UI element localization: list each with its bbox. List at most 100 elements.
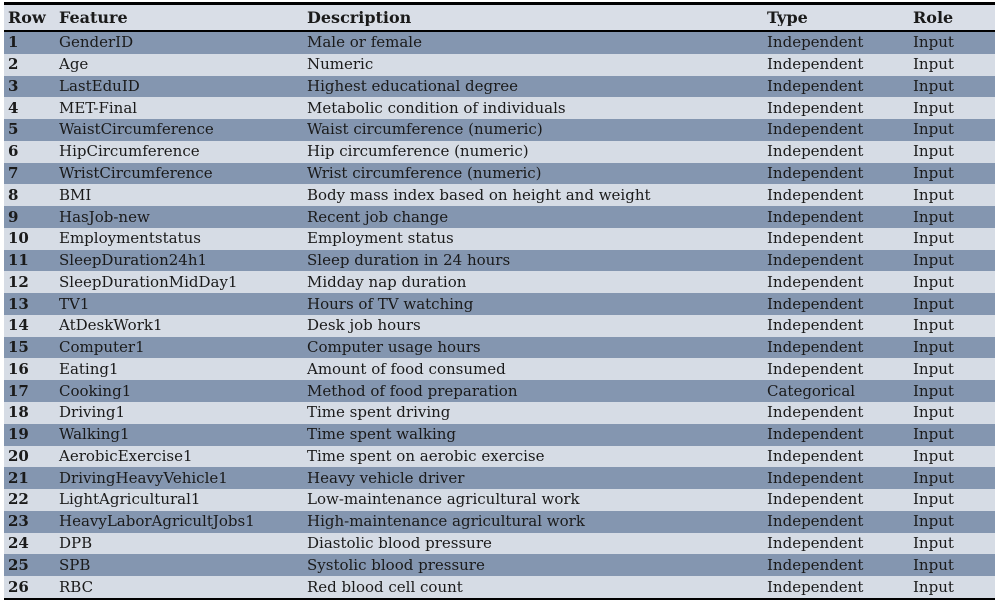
- cell-description: Amount of food consumed: [307, 361, 506, 377]
- cell-description: Systolic blood pressure: [307, 557, 485, 573]
- table-row: 26 RBC Red blood cell count Independent …: [4, 576, 995, 598]
- cell-row-number: 11: [8, 253, 29, 269]
- cell-type: Independent: [767, 296, 864, 312]
- cell-role: Input: [913, 557, 954, 573]
- cell-feature: Cooking1: [59, 383, 132, 399]
- cell-description: High-maintenance agricultural work: [307, 514, 585, 530]
- cell-row-number: 19: [8, 427, 29, 443]
- cell-role: Input: [913, 514, 954, 530]
- cell-role: Input: [913, 296, 954, 312]
- cell-type: Independent: [767, 122, 864, 138]
- cell-description: Waist circumference (numeric): [307, 122, 543, 138]
- cell-row-number: 22: [8, 492, 29, 508]
- header-type: Type: [767, 9, 808, 26]
- cell-type: Independent: [767, 209, 864, 225]
- cell-type: Independent: [767, 100, 864, 116]
- cell-feature: AtDeskWork1: [59, 318, 163, 334]
- cell-feature: MET-Final: [59, 100, 138, 116]
- cell-role: Input: [913, 57, 954, 73]
- cell-role: Input: [913, 383, 954, 399]
- cell-description: Wrist circumference (numeric): [307, 165, 542, 181]
- cell-feature: HasJob-new: [59, 209, 150, 225]
- cell-type: Independent: [767, 340, 864, 356]
- table-row: 12 SleepDurationMidDay1 Midday nap durat…: [4, 271, 995, 294]
- cell-role: Input: [913, 361, 954, 377]
- cell-type: Independent: [767, 35, 864, 51]
- table-row: 9 HasJob-new Recent job change Independe…: [4, 206, 995, 228]
- cell-feature: Driving1: [59, 405, 126, 421]
- cell-row-number: 26: [8, 579, 29, 595]
- cell-type: Independent: [767, 448, 864, 464]
- cell-description: Sleep duration in 24 hours: [307, 253, 511, 269]
- cell-role: Input: [913, 209, 954, 225]
- cell-role: Input: [913, 448, 954, 464]
- cell-feature: SPB: [59, 557, 91, 573]
- header-role: Role: [913, 9, 954, 26]
- cell-feature: LastEduID: [59, 78, 140, 94]
- table-row: 15 Computer1 Computer usage hours Indepe…: [4, 336, 995, 359]
- cell-row-number: 2: [8, 57, 19, 73]
- cell-feature: Walking1: [59, 427, 130, 443]
- cell-description: Computer usage hours: [307, 340, 481, 356]
- features-table: Row Feature Description Type Role 1 Gend…: [4, 2, 995, 600]
- cell-row-number: 15: [8, 340, 29, 356]
- cell-description: Time spent on aerobic exercise: [307, 448, 545, 464]
- cell-feature: Employmentstatus: [59, 231, 201, 247]
- table-row: 11 SleepDuration24h1 Sleep duration in 2…: [4, 249, 995, 272]
- cell-type: Independent: [767, 470, 864, 486]
- cell-type: Independent: [767, 144, 864, 160]
- header-description: Description: [307, 9, 412, 26]
- cell-type: Categorical: [767, 383, 856, 399]
- cell-description: Heavy vehicle driver: [307, 470, 465, 486]
- cell-description: Metabolic condition of individuals: [307, 100, 566, 116]
- table-row: 6 HipCircumference Hip circumference (nu…: [4, 140, 995, 163]
- cell-role: Input: [913, 100, 954, 116]
- cell-row-number: 8: [8, 187, 19, 203]
- cell-row-number: 13: [8, 296, 29, 312]
- cell-feature: HeavyLaborAgricultJobs1: [59, 514, 255, 530]
- cell-role: Input: [913, 187, 954, 203]
- cell-row-number: 18: [8, 405, 29, 421]
- cell-feature: DrivingHeavyVehicle1: [59, 470, 228, 486]
- cell-type: Independent: [767, 274, 864, 290]
- cell-feature: Computer1: [59, 340, 145, 356]
- table-row: 13 TV1 Hours of TV watching Independent …: [4, 293, 995, 315]
- cell-feature: SleepDuration24h1: [59, 253, 208, 269]
- cell-feature: BMI: [59, 187, 92, 203]
- cell-row-number: 14: [8, 318, 29, 334]
- cell-description: Low-maintenance agricultural work: [307, 492, 580, 508]
- cell-role: Input: [913, 492, 954, 508]
- cell-type: Independent: [767, 78, 864, 94]
- cell-row-number: 17: [8, 383, 29, 399]
- cell-feature: Eating1: [59, 361, 119, 377]
- cell-description: Red blood cell count: [307, 579, 463, 595]
- header-feature: Feature: [59, 9, 128, 26]
- cell-description: Employment status: [307, 231, 454, 247]
- cell-role: Input: [913, 340, 954, 356]
- cell-role: Input: [913, 165, 954, 181]
- cell-description: Method of food preparation: [307, 383, 518, 399]
- cell-role: Input: [913, 427, 954, 443]
- table-row: 24 DPB Diastolic blood pressure Independ…: [4, 532, 995, 555]
- cell-row-number: 24: [8, 535, 29, 551]
- table-row: 8 BMI Body mass index based on height an…: [4, 184, 995, 207]
- table-row: 16 Eating1 Amount of food consumed Indep…: [4, 358, 995, 381]
- table-row: 14 AtDeskWork1 Desk job hours Independen…: [4, 314, 995, 337]
- cell-role: Input: [913, 535, 954, 551]
- cell-type: Independent: [767, 557, 864, 573]
- table-row: 2 Age Numeric Independent Input: [4, 53, 995, 76]
- cell-role: Input: [913, 78, 954, 94]
- cell-description: Time spent walking: [307, 427, 457, 443]
- cell-type: Independent: [767, 318, 864, 334]
- cell-row-number: 7: [8, 165, 19, 181]
- table-row: 18 Driving1 Time spent driving Independe…: [4, 402, 995, 424]
- cell-type: Independent: [767, 535, 864, 551]
- cell-feature: Age: [59, 57, 89, 73]
- table-row: 4 MET-Final Metabolic condition of indiv…: [4, 97, 995, 120]
- cell-row-number: 9: [8, 209, 19, 225]
- cell-type: Independent: [767, 361, 864, 377]
- cell-description: Desk job hours: [307, 318, 421, 334]
- cell-feature: RBC: [59, 579, 94, 595]
- table-row: 23 HeavyLaborAgricultJobs1 High-maintena…: [4, 510, 995, 533]
- cell-role: Input: [913, 274, 954, 290]
